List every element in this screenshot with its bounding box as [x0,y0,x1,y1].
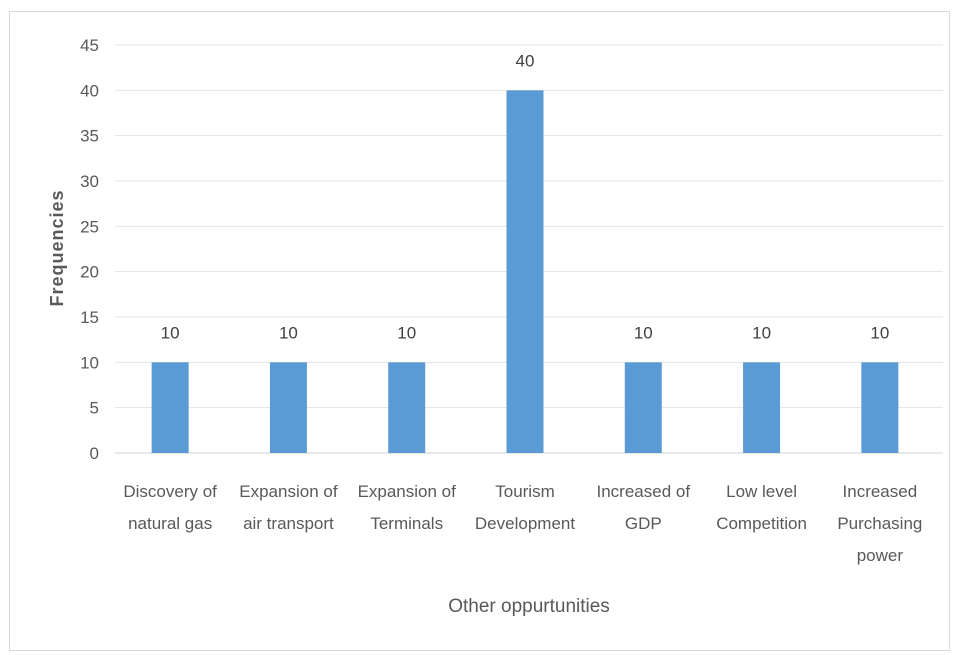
x-category-label: Discovery of natural gas [123,482,217,533]
y-tick-label: 30 [80,172,99,191]
bar [861,362,899,453]
y-tick-label: 5 [90,399,99,418]
x-category-label: Tourism Development [475,482,575,533]
bars [151,90,899,453]
data-label: 10 [634,323,653,342]
bar [388,362,426,453]
bar [151,362,189,453]
y-axis-title: Frequencies [47,189,67,306]
data-label: 10 [870,323,889,342]
y-tick-label: 10 [80,353,99,372]
x-category-label: Increased Purchasing power [837,482,922,565]
y-tick-label: 35 [80,127,99,146]
y-tick-label: 15 [80,308,99,327]
data-label: 10 [752,323,771,342]
data-label: 10 [279,323,298,342]
x-category-label: Increased of GDP [597,482,691,533]
data-label: 40 [516,51,535,70]
x-category-label: Expansion of Terminals [358,482,457,533]
bar [743,362,781,453]
y-tick-label: 45 [80,36,99,55]
x-category-label: Expansion of air transport [239,482,338,533]
data-label: 10 [161,323,180,342]
y-tick-label: 0 [90,444,99,463]
x-category-label: Low level Competition [716,482,807,533]
bar [624,362,662,453]
bar [506,90,544,453]
y-tick-label: 20 [80,263,99,282]
y-axis-ticks: 0 5 10 15 20 25 30 35 40 45 [80,36,99,463]
x-axis-title: Other oppurtunities [448,596,610,617]
data-labels: 10 10 10 40 10 10 10 [161,51,890,342]
y-tick-label: 25 [80,217,99,236]
x-axis-categories: Discovery of natural gas Expansion of air t… [123,482,922,565]
chart-frame [9,11,950,651]
bar [269,362,307,453]
y-tick-label: 40 [80,81,99,100]
data-label: 10 [397,323,416,342]
